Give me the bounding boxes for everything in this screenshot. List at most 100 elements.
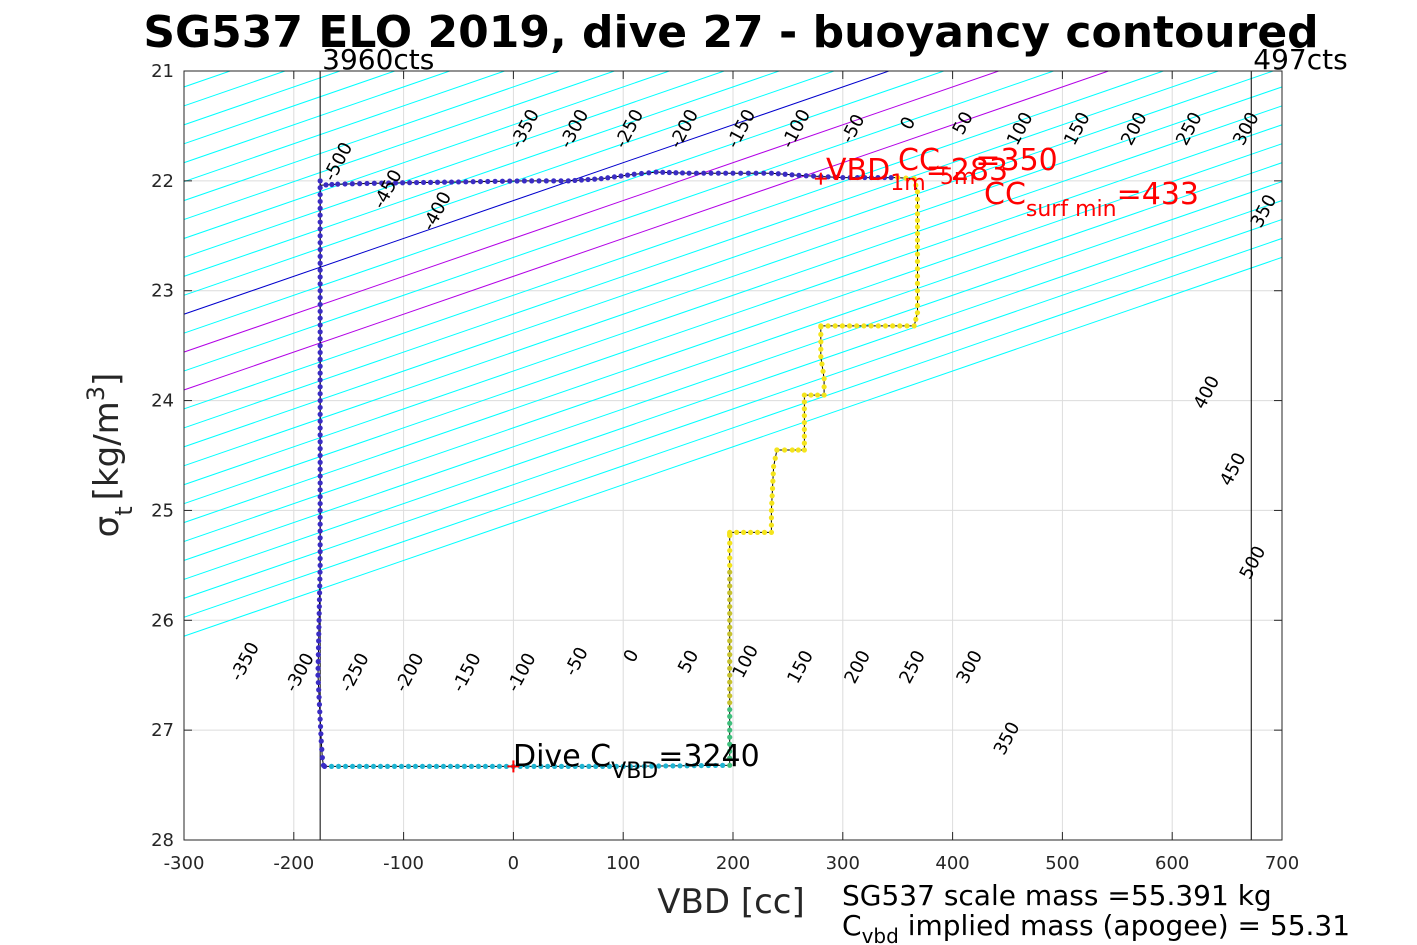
profile-point: [782, 447, 788, 453]
y-tick-label: 24: [151, 391, 174, 412]
profile-point: [317, 459, 323, 465]
profile-point: [727, 727, 733, 733]
profile-point: [586, 763, 592, 769]
y-label-close: ]: [87, 373, 127, 386]
profile-point: [814, 392, 821, 398]
profile-point: [701, 170, 707, 176]
profile-point: [565, 178, 571, 184]
x-tick-label: 400: [935, 853, 969, 874]
vbd-1m-annotation: VBD1m=283: [826, 153, 1008, 196]
profile-point: [579, 763, 585, 769]
chart-title: SG537 ELO 2019, dive 27 - buoyancy conto…: [143, 7, 1318, 58]
profile-point: [317, 432, 323, 438]
profile-point: [761, 170, 767, 176]
profile-point: [371, 180, 377, 186]
profile-point: [620, 763, 626, 769]
profile-point: [317, 240, 323, 246]
profile-point: [316, 610, 322, 617]
profile-point: [911, 176, 917, 182]
profile-point: [611, 174, 618, 180]
contour-line: [184, 218, 1282, 599]
profile-point: [475, 763, 482, 769]
profile-point: [727, 645, 733, 651]
profile-point: [316, 687, 322, 693]
x-tick-label: 100: [606, 853, 640, 874]
implied-mass-rest: implied mass (apogee) = 55.31: [899, 909, 1350, 942]
profile-point: [818, 331, 824, 337]
profile-point: [913, 182, 919, 188]
profile-point: [342, 181, 348, 187]
profile-point: [398, 763, 405, 769]
profile-point: [356, 763, 363, 769]
profile-point: [503, 763, 510, 769]
profile-point: [349, 181, 355, 187]
profile-point: [412, 763, 419, 769]
profile-point: [727, 597, 733, 603]
contour-line: [184, 71, 1109, 391]
profile-point: [868, 323, 874, 329]
profile-point: [727, 583, 733, 589]
contour-line: [184, 71, 1219, 429]
x-tick-label: 200: [716, 853, 750, 874]
profile-point: [821, 392, 827, 398]
profile-point: [317, 494, 323, 500]
profile-point: [315, 672, 321, 678]
contour-line: [184, 71, 835, 296]
profile-point: [317, 709, 323, 715]
vbd-1m-value: =283: [926, 153, 1008, 188]
profile-point: [904, 323, 910, 329]
x-tick-label: -200: [273, 853, 314, 874]
profile-point: [631, 171, 637, 177]
profile-point: [727, 713, 733, 720]
profile-point: [315, 658, 321, 665]
profile-point: [768, 529, 775, 536]
profile-point: [825, 323, 831, 329]
profile-point: [789, 447, 795, 453]
profile-point: [727, 529, 733, 536]
profile-point: [433, 763, 440, 769]
profile-point: [521, 178, 527, 184]
y-tick-label: 23: [151, 281, 174, 302]
profile-point: [317, 500, 323, 507]
contour-line: [184, 71, 1054, 372]
profile-point: [434, 179, 441, 185]
profile-point: [419, 763, 426, 769]
profile-point: [727, 638, 733, 644]
profile-point: [317, 281, 323, 287]
profile-point: [317, 583, 323, 589]
profile-point: [317, 549, 323, 555]
implied-mass-c: C: [842, 909, 862, 942]
profile-point: [317, 301, 323, 308]
profile-point: [818, 339, 824, 345]
profile-point: [768, 522, 775, 528]
profile-point: [670, 763, 676, 769]
profile-point: [524, 763, 530, 769]
profile-point: [406, 180, 413, 186]
x-tick-label: 500: [1045, 853, 1079, 874]
x-tick-label: -100: [383, 853, 424, 874]
profile-point: [839, 323, 845, 329]
profile-point: [641, 763, 648, 769]
profile-point: [315, 652, 321, 658]
profile-point: [572, 177, 578, 184]
contour-line: [184, 71, 890, 315]
profile-point: [727, 569, 733, 575]
profile-point: [593, 763, 599, 769]
profile-point: [316, 638, 322, 644]
contour-line: [184, 71, 615, 221]
profile-point: [914, 288, 921, 294]
profile-point: [317, 590, 323, 596]
profile-point: [485, 178, 491, 185]
profile-point: [321, 763, 328, 769]
profile-point: [447, 763, 454, 769]
profile-point: [592, 176, 598, 182]
profile-point: [789, 172, 795, 178]
profile-point: [684, 763, 690, 769]
profile-point: [317, 555, 323, 562]
y-axis-label: σt [kg/m3]: [82, 373, 138, 538]
profile-point: [914, 189, 921, 195]
profile-point: [727, 734, 733, 740]
profile-point: [489, 763, 496, 769]
contour-line: [184, 143, 1282, 524]
profile-point: [391, 763, 398, 769]
